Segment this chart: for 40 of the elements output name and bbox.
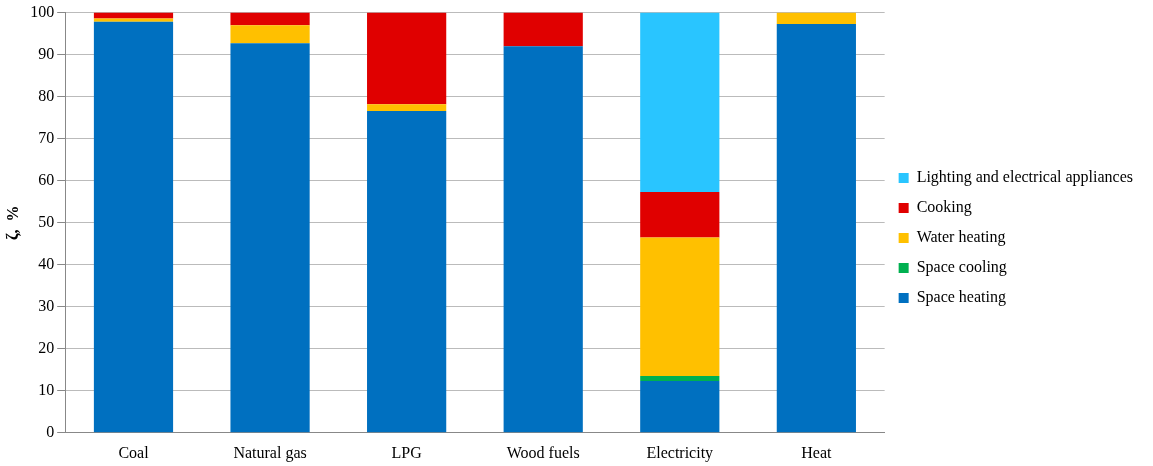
y-tick-label: 70 (38, 128, 55, 146)
bar (640, 192, 720, 238)
y-tick-label: 30 (38, 296, 55, 314)
bar (503, 12, 583, 47)
y-tick-label: 80 (38, 86, 55, 104)
bar (230, 12, 310, 26)
x-tick-label: Heat (801, 443, 833, 461)
bar (640, 381, 720, 433)
bar (776, 23, 856, 433)
y-tick-label: 10 (38, 380, 55, 398)
bar (367, 110, 447, 433)
bar (93, 18, 174, 22)
legend-label: Space cooling (916, 258, 1007, 277)
bar (93, 21, 174, 433)
legend-label: Water heating (916, 228, 1006, 247)
bar (776, 12, 856, 24)
y-axis-title: ζ, % (3, 205, 21, 240)
x-tick-label: LPG (391, 443, 423, 461)
bar (503, 46, 583, 433)
y-tick-label: 20 (38, 338, 55, 356)
y-tick-label: 50 (38, 212, 55, 230)
legend-label: Lighting and electrical appliances (916, 168, 1134, 187)
y-tick-label: 0 (46, 423, 55, 440)
bar (367, 12, 447, 105)
x-tick-label: Natural gas (233, 443, 307, 462)
y-tick-label: 60 (38, 170, 55, 188)
y-tick-label: 100 (30, 2, 55, 20)
y-tick-label: 40 (38, 254, 55, 272)
bar (230, 25, 310, 44)
x-tick-label: Wood fuels (506, 443, 580, 461)
bar (640, 376, 720, 382)
legend-label: Cooking (916, 198, 972, 217)
bar (230, 43, 310, 433)
bar (367, 104, 447, 111)
legend-label: Space heating (916, 288, 1006, 307)
bar (640, 12, 720, 193)
x-tick-label: Coal (118, 443, 150, 461)
bar (640, 237, 720, 377)
y-tick-label: 90 (38, 44, 55, 62)
x-tick-label: Electricity (646, 443, 714, 462)
